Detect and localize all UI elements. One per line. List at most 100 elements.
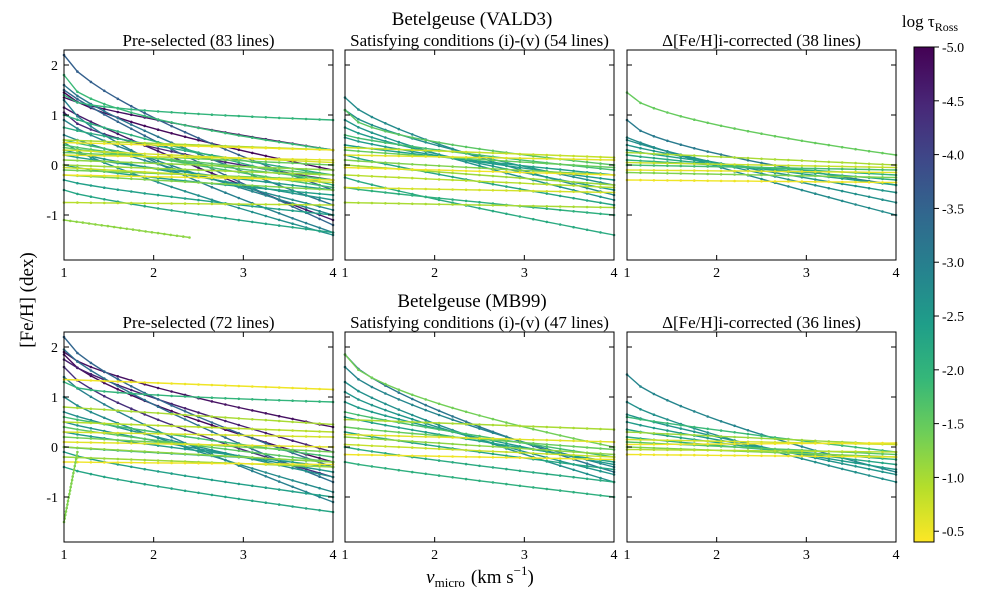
panel-5: Satisfying conditions (i)-(v) (47 lines)…	[342, 313, 618, 563]
series-line-33	[62, 153, 335, 162]
data-point	[558, 223, 562, 226]
data-point	[89, 174, 93, 177]
data-point	[545, 459, 549, 463]
data-point	[478, 414, 481, 417]
data-point	[130, 416, 133, 420]
data-point	[733, 179, 736, 183]
data-point	[197, 449, 200, 453]
data-point	[693, 442, 696, 446]
data-point	[733, 165, 736, 169]
series-line-35	[62, 141, 335, 152]
data-point	[76, 418, 79, 422]
data-point	[518, 156, 522, 160]
data-point	[464, 443, 468, 447]
data-point	[384, 392, 387, 395]
data-point	[170, 404, 173, 407]
data-point	[881, 173, 884, 176]
data-point	[130, 143, 133, 146]
data-point	[572, 225, 575, 229]
data-point	[150, 231, 154, 234]
data-point	[116, 441, 120, 445]
data-point	[572, 157, 575, 161]
data-point	[76, 139, 79, 142]
data-point	[89, 154, 93, 157]
data-point	[318, 188, 321, 191]
data-point	[183, 197, 187, 200]
data-point	[291, 217, 294, 220]
data-point	[411, 423, 414, 427]
data-point	[130, 432, 133, 435]
data-point	[814, 460, 817, 464]
data-point	[103, 416, 106, 420]
data-point	[881, 452, 884, 456]
data-point	[558, 457, 562, 460]
data-point	[666, 158, 669, 161]
data-point	[318, 486, 321, 490]
data-point	[437, 421, 441, 425]
data-point	[491, 170, 495, 173]
data-point	[706, 165, 709, 168]
data-point	[183, 173, 187, 176]
data-point	[652, 438, 656, 442]
data-point	[156, 398, 160, 401]
data-point	[143, 383, 146, 386]
series-line-14	[625, 178, 898, 184]
data-point	[224, 131, 227, 135]
colorbar-tick-label: -3.0	[942, 256, 964, 271]
data-point	[183, 168, 187, 171]
data-point	[304, 399, 308, 403]
data-point	[89, 122, 93, 126]
data-point	[224, 454, 227, 458]
panel-title: Δ[Fe/H]i-corrected (36 lines)	[662, 313, 861, 332]
data-point	[437, 447, 441, 451]
data-point	[277, 399, 281, 402]
data-point	[491, 156, 495, 160]
data-point	[505, 185, 508, 188]
data-point	[491, 481, 495, 484]
data-point	[867, 450, 871, 454]
data-point	[75, 220, 78, 224]
data-point	[800, 452, 804, 455]
data-point	[71, 475, 74, 478]
data-point	[183, 489, 187, 493]
data-point	[251, 165, 254, 169]
data-point	[545, 487, 549, 491]
data-point	[599, 452, 602, 455]
data-point	[505, 156, 508, 160]
data-point	[251, 136, 254, 139]
data-point	[291, 386, 294, 390]
data-point	[357, 443, 360, 447]
data-point	[304, 181, 308, 185]
data-point	[170, 150, 173, 153]
data-point	[277, 480, 281, 483]
data-point	[411, 393, 414, 397]
data-point	[464, 448, 468, 452]
data-point	[130, 201, 133, 205]
x-tick-label: 3	[803, 548, 810, 563]
data-point	[652, 413, 656, 417]
data-point	[210, 426, 214, 429]
data-point	[572, 426, 575, 430]
data-point	[639, 448, 642, 451]
data-point	[424, 147, 428, 150]
data-point	[840, 161, 844, 164]
data-point	[304, 452, 308, 455]
data-point	[89, 141, 93, 145]
data-point	[251, 170, 254, 174]
data-point	[760, 437, 763, 440]
data-point	[318, 229, 321, 233]
data-point	[237, 148, 241, 152]
data-point	[679, 143, 683, 146]
data-point	[116, 137, 120, 140]
data-point	[76, 159, 79, 162]
data-point	[505, 450, 508, 454]
data-point	[264, 486, 268, 490]
data-point	[558, 464, 562, 468]
data-point	[679, 162, 683, 165]
data-point	[370, 444, 374, 448]
data-point	[840, 462, 844, 465]
data-point	[518, 181, 522, 185]
x-tick-label: 4	[611, 266, 618, 281]
data-point	[599, 158, 602, 162]
data-point	[599, 458, 602, 461]
